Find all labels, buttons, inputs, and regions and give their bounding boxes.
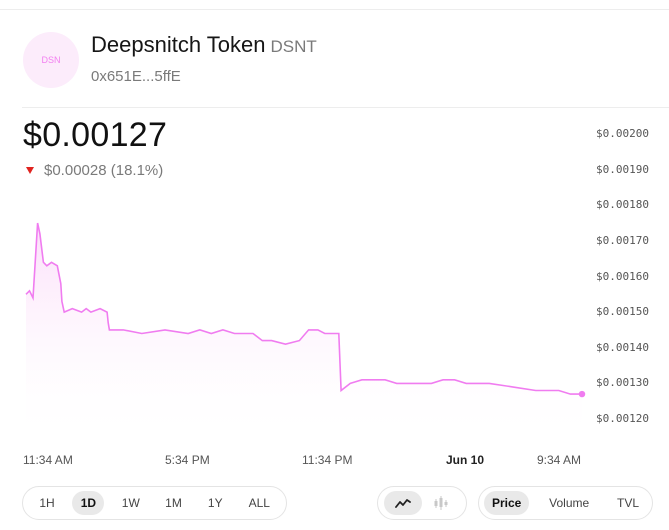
price-area-fill	[26, 223, 582, 443]
line-chart-button[interactable]	[384, 491, 422, 515]
token-symbol: DSNT	[270, 37, 317, 56]
x-tick-label: 9:34 AM	[537, 453, 582, 467]
chart-type-selector	[377, 486, 467, 520]
price-line	[25, 222, 582, 395]
token-title: Deepsnitch Token DSNT	[91, 32, 317, 58]
x-tick-label: 11:34 PM	[302, 453, 353, 467]
y-tick-label: $0.00140	[596, 340, 649, 354]
current-price: $0.00127	[23, 116, 168, 154]
x-tick-label: 5:34 PM	[165, 453, 210, 467]
time-range-1h-button[interactable]: 1H	[39, 496, 55, 510]
candlestick-chart-button[interactable]	[422, 491, 460, 515]
metric-price-button[interactable]: Price	[484, 491, 530, 515]
time-range-1m-button[interactable]: 1M	[165, 496, 182, 510]
y-tick-label: $0.00200	[596, 127, 649, 140]
price-end-dot	[578, 390, 586, 398]
metric-volume-button[interactable]: Volume	[549, 496, 590, 510]
candlestick-chart-icon	[434, 496, 448, 510]
token-logo: DSN	[23, 32, 79, 88]
price-change: $0.00028 (18.1%)	[26, 162, 163, 179]
time-range-all-button[interactable]: ALL	[248, 496, 270, 510]
price-down-icon	[26, 167, 34, 174]
header-divider	[22, 107, 669, 108]
metric-tvl-button[interactable]: TVL	[616, 496, 639, 510]
line-chart-icon	[395, 499, 411, 508]
time-range-selector: 1H 1D 1W 1M 1Y ALL	[22, 486, 287, 520]
y-tick-label: $0.00180	[596, 198, 649, 212]
price-change-value: $0.00028 (18.1%)	[44, 162, 164, 179]
time-range-1y-button[interactable]: 1Y	[207, 496, 223, 510]
token-name: Deepsnitch Token	[91, 32, 266, 57]
y-tick-label: $0.00170	[596, 233, 649, 247]
token-logo-text: DSN	[41, 55, 61, 65]
y-tick-label: $0.00120	[596, 412, 649, 425]
x-tick-label: 11:34 AM	[23, 453, 73, 467]
time-range-1w-button[interactable]: 1W	[121, 496, 140, 510]
y-tick-label: $0.00190	[596, 162, 649, 176]
y-tick-label: $0.00160	[596, 269, 649, 283]
time-range-1d-button[interactable]: 1D	[72, 491, 105, 515]
y-tick-label: $0.00150	[596, 305, 649, 319]
top-divider	[0, 9, 669, 10]
x-tick-label: Jun 10	[446, 453, 485, 467]
token-address[interactable]: 0x651E...5ffE	[91, 68, 181, 85]
y-tick-label: $0.00130	[596, 376, 649, 390]
metric-selector: Price Volume TVL	[478, 486, 653, 520]
